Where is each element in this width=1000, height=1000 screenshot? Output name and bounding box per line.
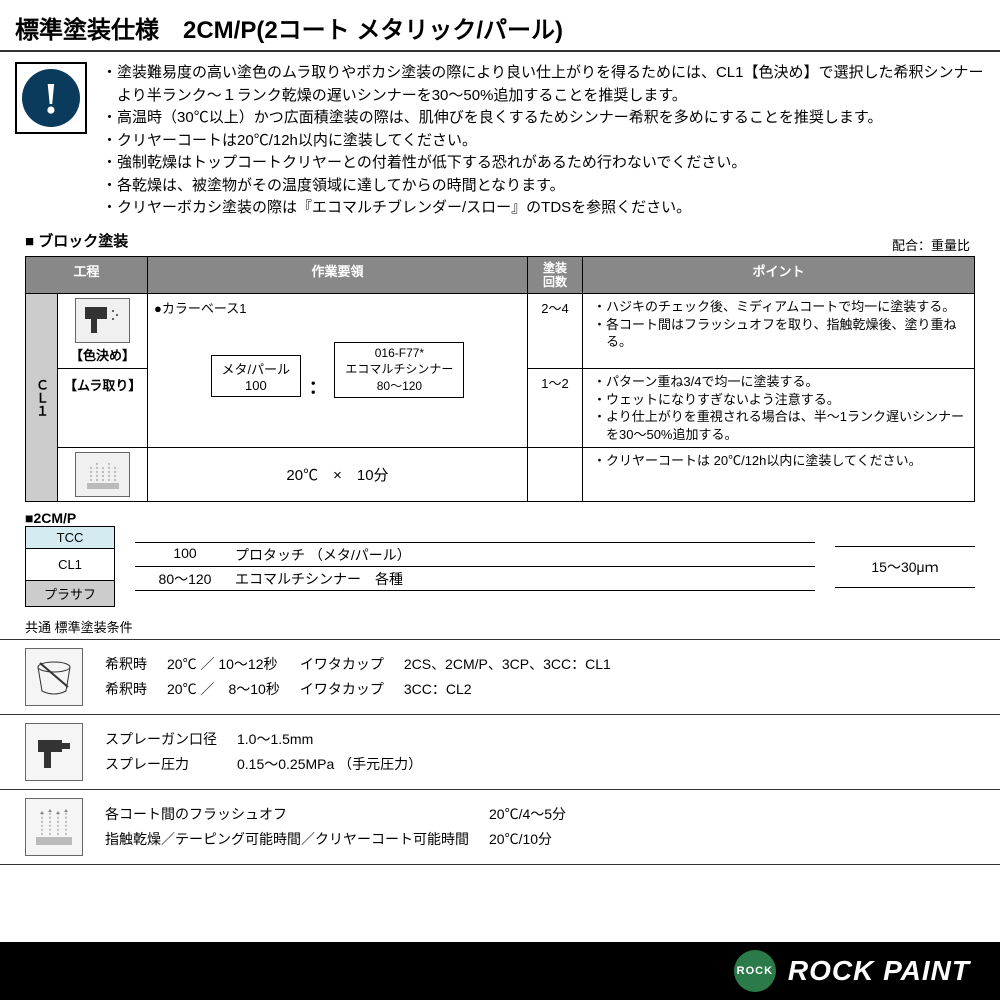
ratio-left: メタ/パール 100 (211, 355, 302, 397)
step-dry (58, 448, 148, 502)
layer-section: ■2CM/P TCC CL1 プラサフ 100プロタッチ （メタ/パール）80～… (25, 510, 975, 607)
ratio-right: 016-F77*エコマルチシンナー 80～120 (334, 342, 464, 398)
warning-icon: ! (15, 62, 87, 134)
count-3 (528, 448, 583, 502)
layer-cl1: CL1 (26, 549, 114, 581)
footer-brand: ROCK PAINT (788, 955, 970, 987)
header-points: ポイント (583, 256, 975, 294)
layer-tcc: TCC (26, 527, 114, 549)
drying-icon (75, 452, 130, 497)
footer-logo-icon: ROCK (734, 950, 776, 992)
layer-title: ■2CM/P (25, 510, 975, 526)
footer: ROCK ROCK PAINT (0, 942, 1000, 1000)
cond-dry-icon (25, 798, 83, 856)
layer-thickness: 15～30μｍ (835, 526, 975, 607)
points-3: クリヤーコートは 20℃/12h以内に塗装してください。 (583, 448, 975, 502)
step-muratori: 【ムラ取り】 (58, 369, 148, 448)
layer-mid: 100プロタッチ （メタ/パール）80～120エコマルチシンナー 各種 (115, 526, 835, 607)
layer-stack: TCC CL1 プラサフ (25, 526, 115, 607)
exclaim-icon: ! (22, 69, 80, 127)
step-label-1: 【色決め】 (64, 345, 141, 364)
process-table: 工程 作業要領 塗装回数 ポイント ＣＬ１ 【色決め】 ●カラーベース1 メタ/… (25, 256, 975, 503)
points-2: パターン重ね3/4で均一に塗装する。ウェットになりすぎないよう注意する。より仕上… (583, 369, 975, 448)
points-1: ハジキのチェック後、ミディアムコートで均一に塗装する。各コート間はフラッシュオフ… (583, 294, 975, 369)
count-2: 1～2 (528, 369, 583, 448)
count-1: 2～4 (528, 294, 583, 369)
cond-cup-icon (25, 648, 83, 706)
conditions: 希釈時20℃ ／ 10～12秒イワタカップ2CS、2CM/P、3CP、3CC：C… (0, 639, 1000, 865)
warning-list: ・塗装難易度の高い塗色のムラ取りやボカシ塗装の際により良い仕上がりを得るためには… (102, 62, 985, 220)
header-process: 工程 (26, 256, 148, 294)
header-work: 作業要領 (148, 256, 528, 294)
layer-prasaf: プラサフ (26, 581, 114, 606)
dry-condition: 20℃ × 10分 (148, 448, 528, 502)
work-cell: ●カラーベース1 メタ/パール 100 ： 016-F77*エコマルチシンナー … (148, 294, 528, 448)
conditions-title: 共通 標準塗装条件 (0, 607, 1000, 639)
color-base-label: ●カラーベース1 (154, 298, 521, 317)
header-count: 塗装回数 (528, 256, 583, 294)
step-label-2: 【ムラ取り】 (64, 375, 141, 394)
step-irokime: 【色決め】 (58, 294, 148, 369)
cond-gun-icon (25, 723, 83, 781)
page-title: 標準塗装仕様 2CM/P(2コート メタリック/パール) (0, 0, 1000, 52)
warning-section: ! ・塗装難易度の高い塗色のムラ取りやボカシ塗装の際により良い仕上がりを得るため… (0, 52, 1000, 225)
spray-gun-icon (75, 298, 130, 343)
ratio-colon: ： (309, 378, 327, 398)
cl1-side: ＣＬ１ (26, 294, 58, 502)
block-paint-title: ■ ブロック塗装 (0, 225, 153, 253)
